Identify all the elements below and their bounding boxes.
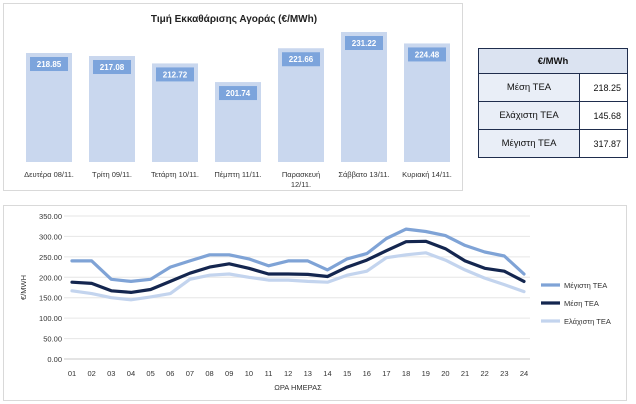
x-tick-label: Σάββατο 13/11. [338,170,389,179]
x-tick-label: 24 [520,369,528,378]
bar-value-label: 201.74 [226,89,251,98]
y-tick-label: 250.00 [39,253,62,262]
table-header: €/MWh [478,48,628,74]
bar-value-label: 218.85 [37,60,62,69]
row-label: Ελάχιστη ΤΕΑ [478,101,580,130]
table-row: Ελάχιστη ΤΕΑ 145.68 [478,101,628,130]
x-tick-label: Παρασκευή [282,170,320,179]
bar [26,53,72,163]
series-line-3 [70,251,526,302]
x-tick-label: 07 [186,369,194,378]
x-tick-label: 10 [245,369,253,378]
bar [341,32,387,162]
x-tick-label: Κυριακή 14/11. [402,170,452,179]
x-tick-label: 03 [107,369,115,378]
line-chart: 0.00 50.00 100.00 150.00 200.00 250.00 300.00 3… [19,212,611,392]
row-value: 317.87 [579,129,628,158]
x-tick-label: Τρίτη 09/11. [92,170,132,179]
x-tick-label: 17 [382,369,390,378]
x-tick-label: 22 [481,369,489,378]
x-tick-label: 20 [441,369,449,378]
bar-label-box [219,86,257,101]
y-tick-label: 350.00 [39,212,62,221]
x-tick-label: 12 [284,369,292,378]
y-axis-title: €/MWH [19,275,28,300]
x-tick-label: 08 [205,369,213,378]
x-tick-label: 18 [402,369,410,378]
x-tick-label: 15 [343,369,351,378]
x-tick-label: 04 [127,369,135,378]
table-row: Μέση ΤΕΑ 218.25 [478,73,628,102]
x-tick-label: 06 [166,369,174,378]
x-tick-label: 13 [304,369,312,378]
table-row: Μέγιστη ΤΕΑ 317.87 [478,129,628,158]
y-tick-label: 200.00 [39,273,62,282]
bar-label-box [93,60,131,75]
x-tick-label: Πέμπτη 11/11. [214,170,261,179]
x-tick-label: 02 [87,369,95,378]
chart-title: Τιμή Εκκαθάρισης Αγοράς (€/MWh) [151,14,317,25]
bar-label-box [345,36,383,50]
x-tick-label: 19 [422,369,430,378]
bar-chart-panel: Τιμή Εκκαθάρισης Αγοράς (€/MWh) 218.85 Δευ… [3,3,463,191]
bar-label-box [282,52,320,67]
legend-label: Μέση ΤΕΑ [564,299,599,308]
bar [404,43,450,162]
tea-summary-table: €/MWh Μέση ΤΕΑ 218.25 Ελάχιστη ΤΕΑ 145.6… [478,48,628,158]
x-axis-title: ΩΡΑ ΗΜΕΡΑΣ [274,383,322,392]
row-value: 218.25 [579,73,628,102]
x-tick-label: Τετάρτη 10/11. [151,170,199,179]
bar-value-label: 217.08 [100,63,125,72]
x-tick-label: 05 [146,369,154,378]
series-line-1 [70,227,526,284]
y-tick-label: 0.00 [47,355,62,364]
y-tick-label: 150.00 [39,294,62,303]
x-tick-label: 09 [225,369,233,378]
bar-label-box [156,67,194,82]
y-tick-label: 300.00 [39,232,62,241]
table-header-row: €/MWh [478,48,628,74]
line-chart-panel: 0.00 50.00 100.00 150.00 200.00 250.00 300.00 3… [3,205,627,401]
series-line-2 [70,239,526,295]
y-tick-label: 50.00 [43,335,62,344]
x-tick-label: 01 [68,369,76,378]
y-tick-label: 100.00 [39,314,62,323]
bar-chart: Τιμή Εκκαθάρισης Αγοράς (€/MWh) 218.85 Δευ… [24,14,452,189]
bar-value-label: 224.48 [415,50,440,59]
x-tick-label: 21 [461,369,469,378]
bar-label-box [408,47,446,62]
x-tick-label: Δευτέρα 08/11. [24,170,74,179]
row-label: Μέση ΤΕΑ [478,73,580,102]
x-tick-label: 16 [363,369,371,378]
legend-label: Ελάχιστη ΤΕΑ [564,317,611,326]
x-tick-label: 12/11. [291,180,311,189]
bar-label-box [30,57,68,72]
x-tick-label: 14 [323,369,331,378]
row-value: 145.68 [579,101,628,130]
x-tick-label: 11 [265,369,273,378]
row-label: Μέγιστη ΤΕΑ [478,129,580,158]
bar-value-label: 212.72 [163,70,188,79]
bar-value-label: 221.66 [289,55,314,64]
x-tick-label: 23 [500,369,508,378]
bar-value-label: 231.22 [352,39,377,48]
legend-label: Μέγιστη ΤΕΑ [564,281,607,290]
bar [278,48,324,163]
